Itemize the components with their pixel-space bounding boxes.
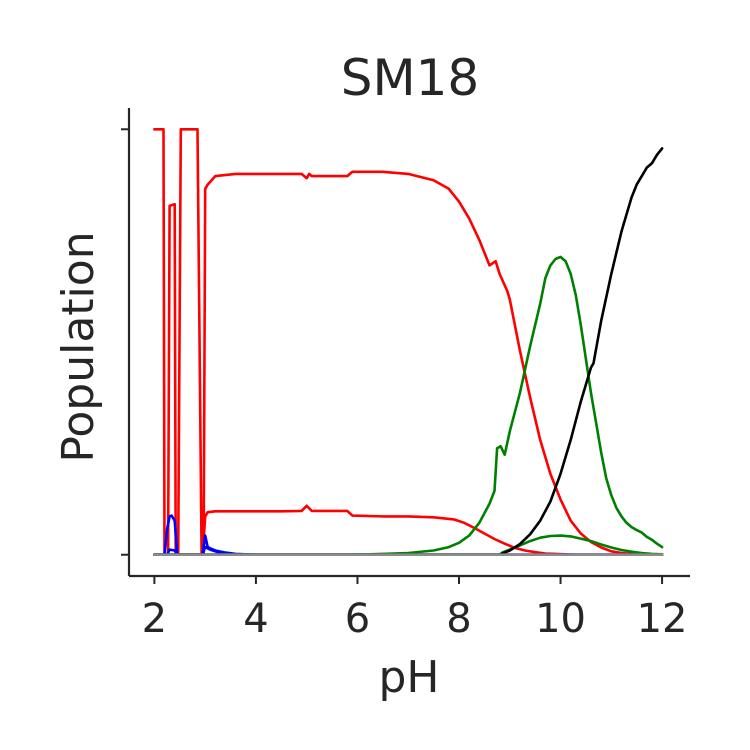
x-tick-label-4: 10 xyxy=(535,596,586,642)
x-tick-label-2: 6 xyxy=(345,596,370,642)
x-axis-label: pH xyxy=(378,652,439,703)
x-tick-label-3: 8 xyxy=(446,596,471,642)
y-axis-label: Population xyxy=(53,231,104,462)
ticks-layer: 2 4 6 8 10 12 xyxy=(121,128,688,642)
series-line-1 xyxy=(153,128,664,556)
series-line-5 xyxy=(153,255,664,556)
x-tick-label-5: 12 xyxy=(637,596,688,642)
series-line-7 xyxy=(153,147,664,556)
chart-title: SM18 xyxy=(341,49,480,107)
x-tick-label-1: 4 xyxy=(243,596,268,642)
series-line-2 xyxy=(153,504,664,556)
series-layer xyxy=(153,128,664,556)
series-line-3 xyxy=(153,514,664,556)
x-tick-label-0: 2 xyxy=(142,596,167,642)
